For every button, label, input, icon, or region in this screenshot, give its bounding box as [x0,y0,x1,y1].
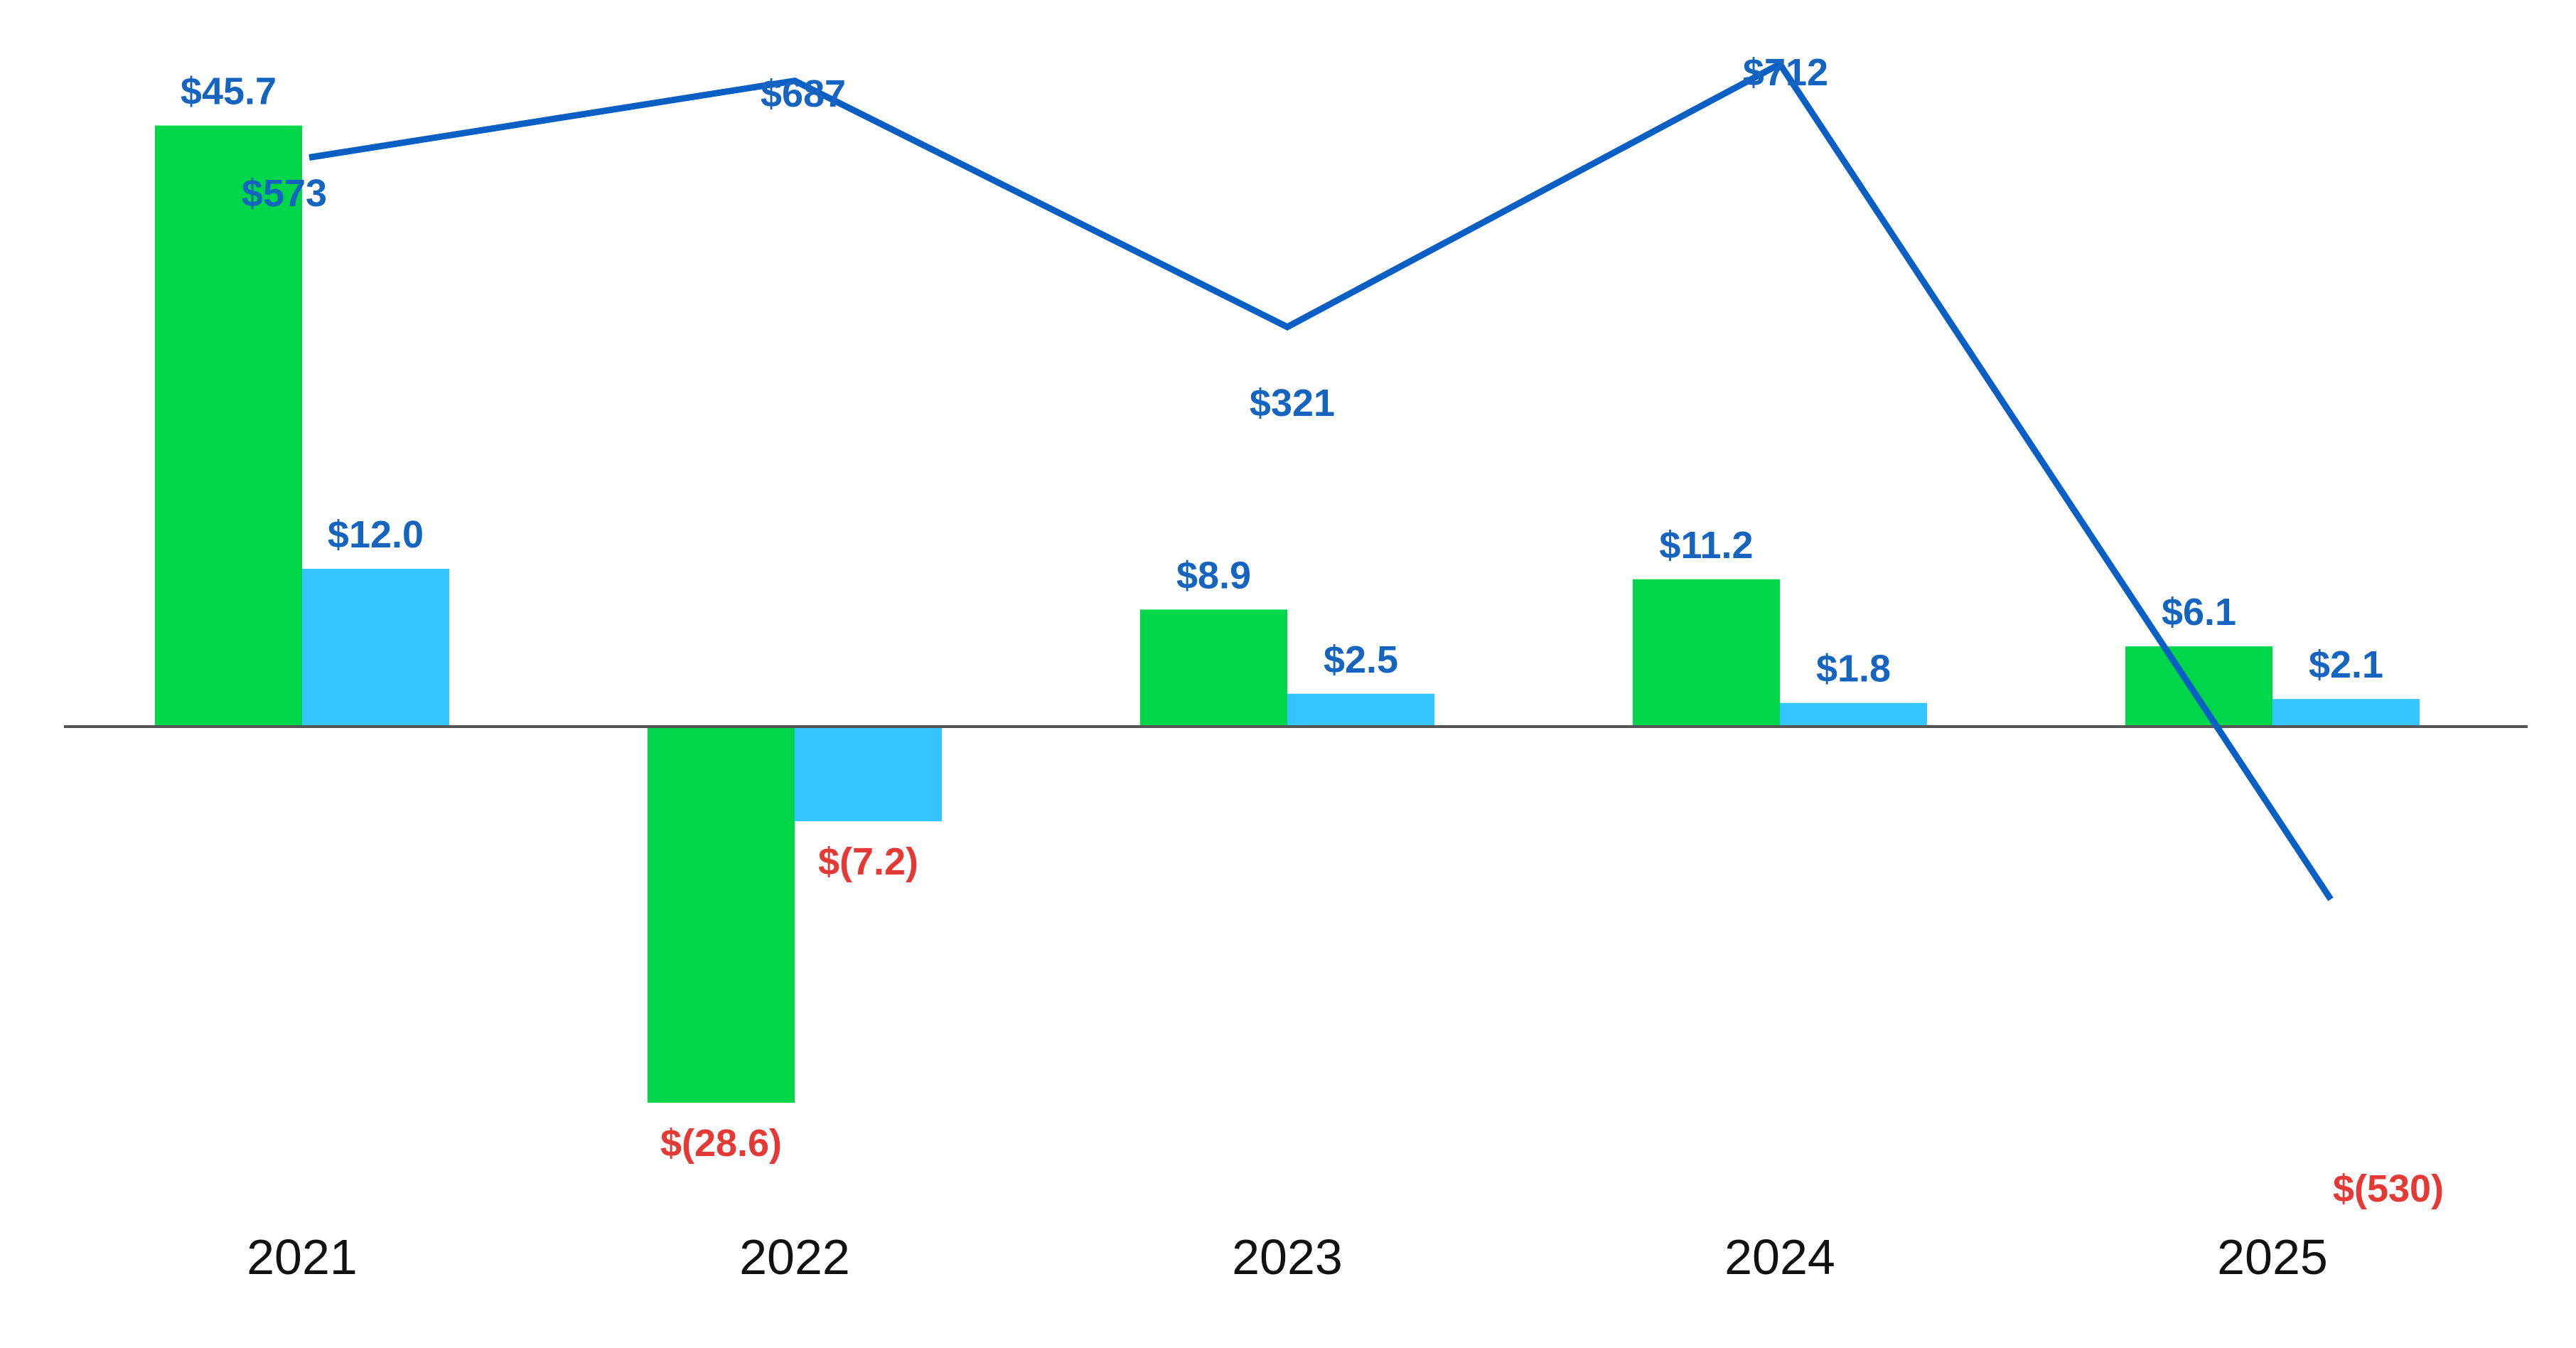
blue-bar-2023 [1287,693,1434,727]
green-bar-2024 [1633,579,1780,727]
green-bar-2025 [2125,646,2272,727]
green-bar-2023 [1140,609,1287,727]
category-label-2024: 2024 [1724,1229,1835,1285]
line-label-2022: $687 [761,73,846,115]
blue-bar-2024 [1780,702,1927,727]
blue-bar-label-2022: $(7.2) [818,840,918,883]
category-labels: 2021 2022 2023 2024 2025 [247,1229,2328,1285]
line-series [308,60,2334,902]
line-label-2024: $712 [1743,51,1828,94]
line-layer [308,60,2334,902]
line-label-2023: $321 [1250,382,1335,424]
blue-bar-label-2025: $2.1 [2309,643,2383,686]
green-bar-2021 [155,125,302,727]
category-label-2021: 2021 [247,1229,358,1285]
blue-bar-2021 [302,569,449,727]
green-bar-label-2025: $6.1 [2162,591,2236,633]
blue-bar-2022 [795,727,942,822]
blue-bar-label-2024: $1.8 [1816,648,1891,690]
green-bar-label-2022: $(28.6) [660,1122,782,1165]
green-bar-2022 [648,727,795,1103]
bars-layer [155,125,2420,1103]
green-bar-label-2023: $8.9 [1176,554,1251,597]
line-label-2021: $573 [242,172,327,215]
blue-bar-label-2021: $12.0 [328,513,424,556]
line-label-2025: $(530) [2333,1167,2444,1210]
green-bar-label-2024: $11.2 [1659,524,1753,567]
green-bar-label-2021: $45.7 [181,70,277,113]
category-label-2023: 2023 [1232,1229,1343,1285]
category-label-2025: 2025 [2217,1229,2328,1285]
labels-layer: $45.7 $(28.6) $8.9 $11.2 $6.1 $12.0 $(7.2) $2.5… [181,51,2444,1210]
category-label-2022: 2022 [739,1229,850,1285]
blue-bar-label-2023: $2.5 [1324,638,1398,681]
blue-bar-2025 [2272,699,2420,727]
